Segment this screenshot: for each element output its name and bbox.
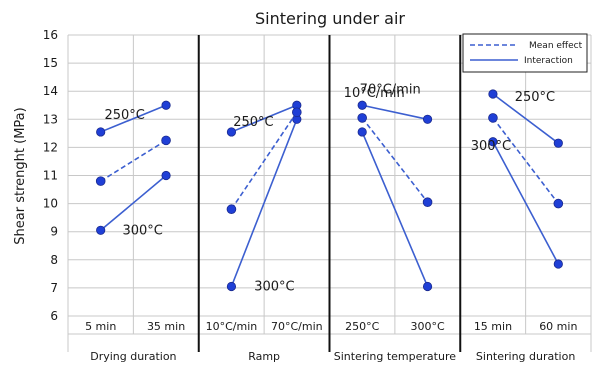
legend-label-mean-effect: Mean effect: [529, 41, 583, 51]
mean-effect-point: [292, 107, 302, 118]
axes: [67, 35, 592, 352]
x-tick-label: 10°C/min: [206, 320, 258, 333]
interaction-point: [96, 225, 106, 235]
y-tick-label: 13: [43, 112, 58, 126]
interaction-point: [357, 127, 367, 137]
interaction-label: 300°C: [254, 279, 294, 294]
x-tick-label: 35 min: [147, 320, 185, 333]
y-tick-label: 6: [50, 309, 58, 323]
interaction-label: 70°C/min: [360, 82, 421, 97]
mean-effect-point: [161, 135, 171, 146]
x-tick-label: 70°C/min: [271, 320, 323, 333]
series-layer: [95, 89, 564, 292]
interaction-label: 250°C: [515, 90, 555, 105]
mean-effect-line: [230, 111, 298, 210]
interaction-line: [361, 131, 429, 287]
interaction-line: [231, 104, 298, 133]
labels-layer: 6 7 8 9 10 11 12 13 14 15 16 5 min 35 min Drying dura…: [43, 28, 578, 363]
mean-effect-point: [357, 113, 367, 123]
y-tick-label: 14: [43, 84, 58, 98]
x-group-label: Ramp: [248, 350, 280, 363]
interaction-label: 250°C: [233, 115, 273, 130]
interaction-point: [226, 281, 237, 292]
y-tick-label: 9: [50, 225, 58, 239]
interaction-label: 300°C: [122, 223, 162, 238]
x-group-label: Sintering temperature: [334, 350, 456, 363]
y-axis-label: Shear strenght (MPa): [13, 107, 28, 244]
interaction-line: [100, 104, 167, 133]
mean-effect-point: [553, 198, 564, 209]
x-tick-label: 60 min: [539, 320, 577, 333]
legend-label-interaction: Interaction: [524, 56, 573, 66]
y-tick-label: 15: [43, 56, 58, 70]
interaction-point: [553, 259, 563, 269]
mean-effect-point: [422, 197, 433, 207]
mean-effect-point: [95, 176, 106, 186]
interaction-line: [492, 93, 559, 144]
legend: Mean effect Interaction: [462, 33, 588, 73]
y-tick-label: 7: [50, 281, 58, 295]
y-tick-label: 12: [43, 140, 58, 154]
interaction-point: [357, 100, 367, 110]
x-tick-label: 250°C: [345, 320, 379, 333]
interaction-point: [488, 137, 498, 147]
y-tick-label: 11: [43, 169, 58, 183]
interaction-point: [96, 127, 106, 137]
interaction-point: [422, 281, 433, 292]
interaction-line: [100, 174, 167, 231]
x-group-label: Drying duration: [90, 350, 176, 363]
mean-effect-point: [226, 204, 237, 215]
y-tick-label: 8: [50, 253, 58, 267]
x-tick-label: 5 min: [85, 320, 116, 333]
x-tick-label: 15 min: [474, 320, 512, 333]
mean-effect-line: [492, 117, 559, 205]
interaction-label: 10°C/min: [344, 86, 405, 101]
interaction-point: [488, 89, 498, 99]
interaction-line: [362, 104, 428, 121]
legend-box: [462, 33, 588, 73]
interaction-point: [422, 114, 433, 124]
x-group-label: Sintering duration: [476, 350, 575, 363]
interaction-point: [161, 170, 171, 181]
y-tick-label: 16: [43, 28, 58, 42]
interaction-label: 300°C: [471, 139, 511, 154]
mean-effect-line: [361, 117, 429, 203]
interaction-label: 250°C: [104, 108, 144, 123]
interaction-line: [230, 119, 298, 287]
interaction-point: [553, 138, 563, 148]
interaction-point: [226, 127, 237, 137]
mean-effect-point: [488, 113, 498, 123]
interaction-line: [492, 141, 560, 265]
x-tick-label: 300°C: [410, 320, 444, 333]
interaction-point: [161, 100, 171, 110]
mean-effect-line: [100, 139, 167, 182]
y-tick-label: 10: [43, 197, 58, 211]
chart-title: Sintering under air: [255, 9, 405, 28]
